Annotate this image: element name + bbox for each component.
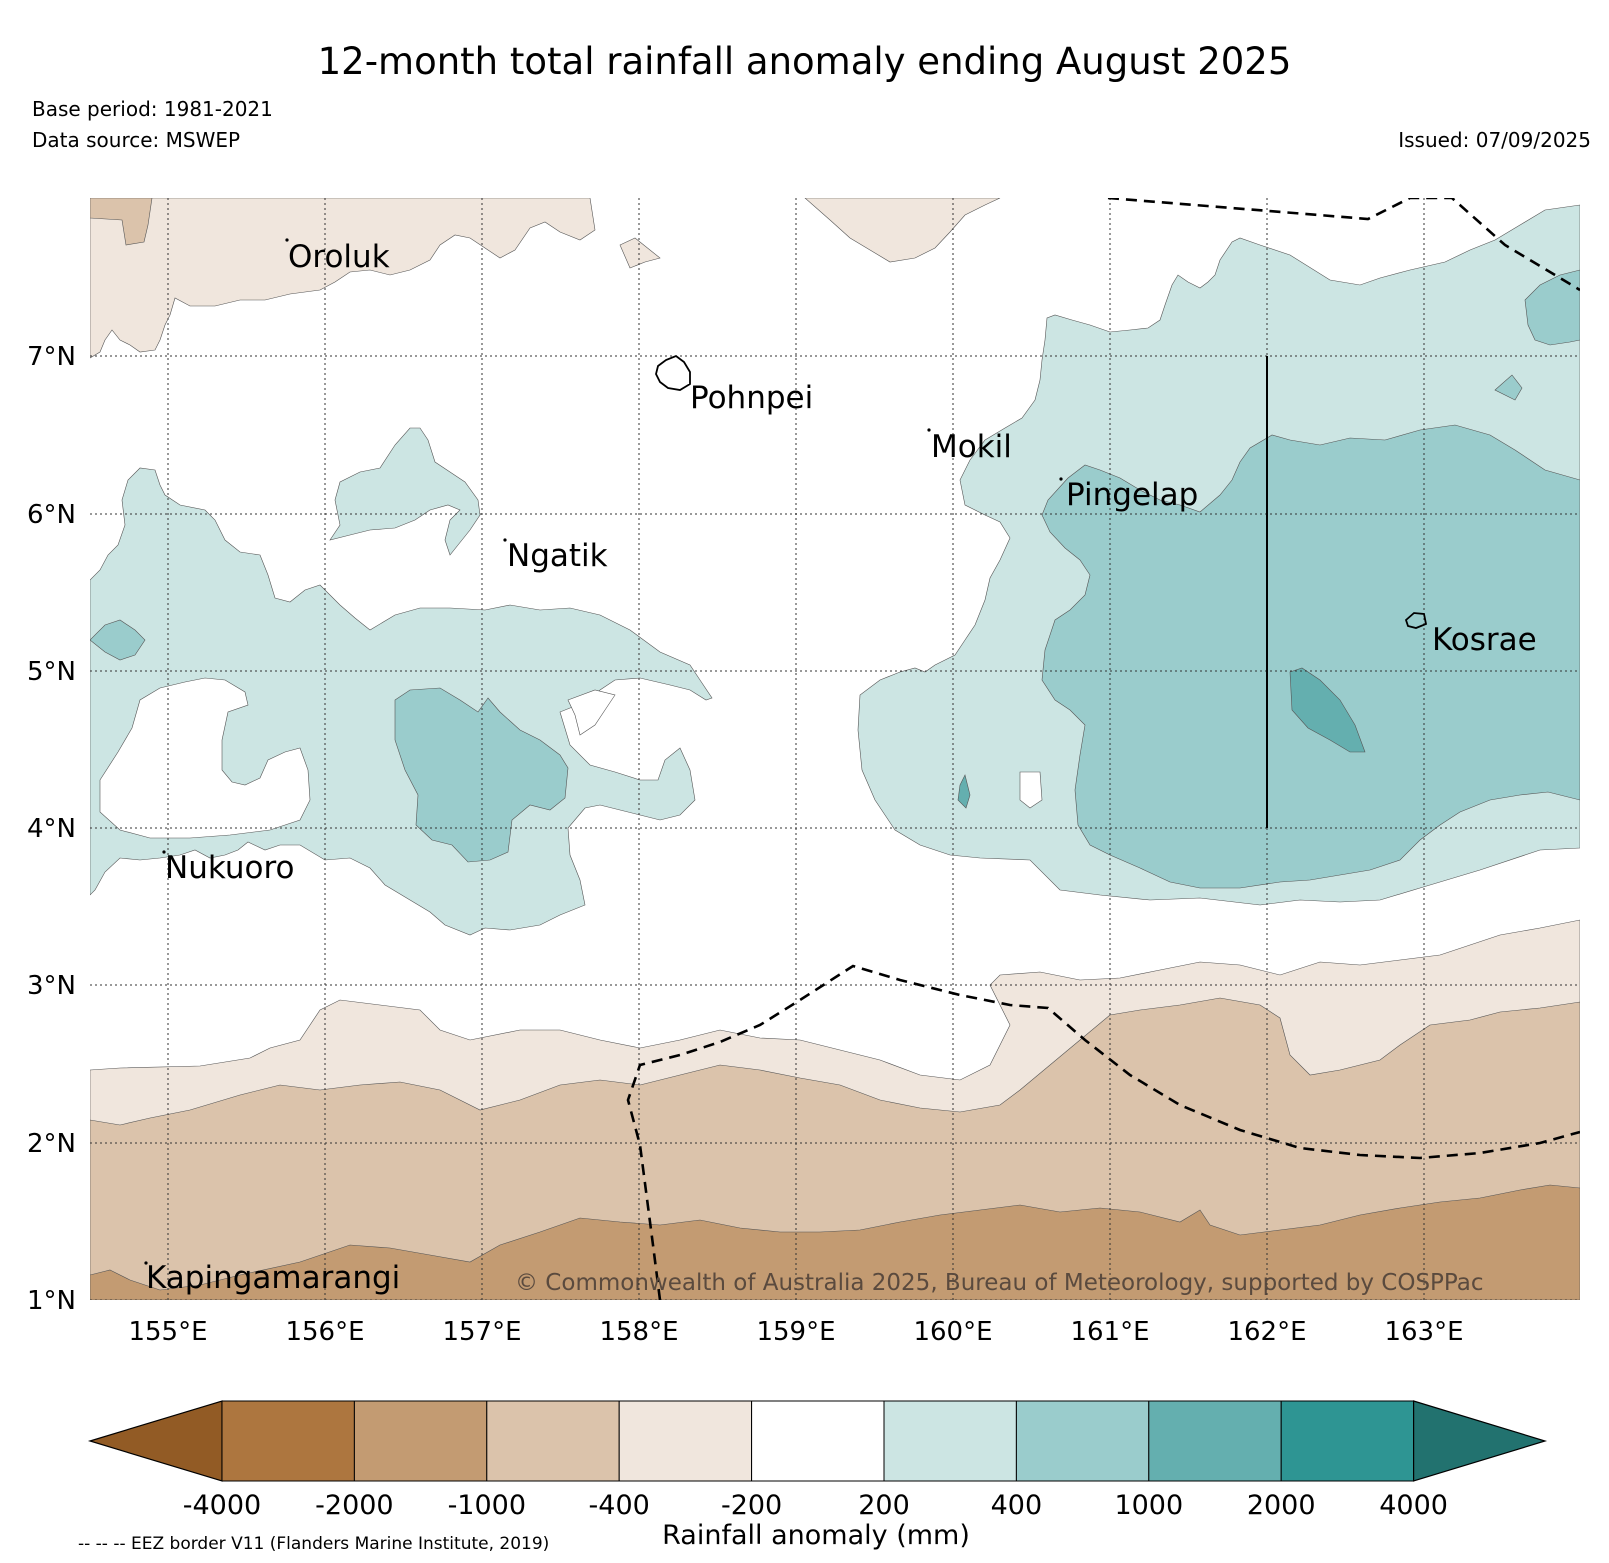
colorbar-extend-high	[1412, 1400, 1548, 1482]
anomaly-region-mid-wet-west	[90, 619, 146, 661]
colorbar-segment	[221, 1400, 355, 1482]
place-label-pingelap: Pingelap	[1066, 477, 1198, 513]
latitude-labels: 7°N 6°N 5°N 4°N 3°N 2°N 1°N	[27, 342, 76, 1316]
issued-date: Issued: 07/09/2025	[1398, 128, 1591, 152]
lat-label-6n: 6°N	[27, 500, 76, 530]
lat-label-2n: 2°N	[27, 1129, 76, 1159]
kosrae-island-shape	[1404, 612, 1428, 629]
eez-border-note: -- -- -- EEZ border V11 (Flanders Marine…	[78, 1534, 549, 1554]
place-label-mokil: Mokil	[931, 429, 1012, 465]
colorbar-segment	[486, 1400, 620, 1482]
anomaly-region-light-dry-patch	[619, 237, 661, 269]
anomaly-region-strong-dry-south	[90, 1184, 1580, 1300]
colorbar-tick-label: 1000	[1114, 1490, 1183, 1521]
place-label-kosrae: Kosrae	[1432, 622, 1537, 658]
anomaly-region-neutral-hole-west	[99, 677, 311, 839]
graticule	[90, 198, 1580, 1300]
lon-label-156e: 156°E	[285, 1317, 364, 1347]
colorbar-segment	[1148, 1400, 1282, 1482]
colorbar-segment	[618, 1400, 753, 1482]
copyright-notice: © Commonwealth of Australia 2025, Bureau…	[515, 1270, 1484, 1296]
anomaly-region-light-dry-north-west	[90, 198, 596, 359]
colorbar-segment	[751, 1400, 885, 1482]
lon-label-155e: 155°E	[128, 1317, 207, 1347]
place-label-nukuoro: Nukuoro	[165, 850, 294, 886]
colorbar-tick-label: -2000	[315, 1490, 393, 1521]
colorbar-segment	[353, 1400, 488, 1482]
kapingamarangi-marker	[144, 1261, 148, 1265]
anomaly-region-strong-wet-east	[1289, 667, 1366, 753]
colorbar-tick-label: 200	[858, 1490, 910, 1521]
colorbar-tick-label: -1000	[448, 1490, 526, 1521]
map-area: Oroluk Pohnpei Mokil Pingelap Ngatik Kos…	[90, 198, 1580, 1300]
colorbar-segment	[883, 1400, 1017, 1482]
colorbar-tick-label: -200	[721, 1490, 782, 1521]
lon-label-159e: 159°E	[756, 1317, 835, 1347]
lon-label-157e: 157°E	[442, 1317, 521, 1347]
colorbar-tick-label: 400	[991, 1490, 1043, 1521]
colorbar-segment	[1015, 1400, 1150, 1482]
eez-borders	[626, 198, 1580, 1300]
lon-label-163e: 163°E	[1384, 1317, 1463, 1347]
lat-label-1n: 1°N	[27, 1286, 76, 1316]
pohnpei-island-shape	[655, 354, 691, 391]
anomaly-region-mid-wet-east	[1041, 424, 1580, 889]
lat-label-4n: 4°N	[27, 814, 76, 844]
anomaly-region-mid-wet-north-east	[1524, 269, 1580, 346]
anomaly-region-neutral-hole-centre	[567, 689, 616, 736]
lon-label-160e: 160°E	[913, 1317, 992, 1347]
anomaly-region-light-wet-north-west	[329, 427, 481, 556]
anomaly-region-mid-wet-patch	[1494, 374, 1523, 401]
ngatik-marker	[503, 538, 507, 542]
data-source: Data source: MSWEP	[32, 128, 241, 152]
colorbar-tick-label: 2000	[1247, 1490, 1316, 1521]
anomaly-region-light-dry-north-mid	[804, 198, 1001, 263]
lon-label-161e: 161°E	[1070, 1317, 1149, 1347]
eez-border-south	[626, 964, 1580, 1300]
lat-label-7n: 7°N	[27, 342, 76, 372]
colorbar-extend-low	[87, 1400, 223, 1482]
colorbar-tick-label: 4000	[1379, 1490, 1448, 1521]
colorbar-title: Rainfall anomaly (mm)	[662, 1520, 970, 1551]
place-label-kapingamarangi: Kapingamarangi	[146, 1260, 400, 1296]
colorbar-tick-label: -4000	[183, 1490, 261, 1521]
lat-label-3n: 3°N	[27, 971, 76, 1001]
base-period: Base period: 1981-2021	[32, 97, 273, 121]
colorbar: -4000 -2000 -1000 -400 -200 200 400 1000…	[87, 1400, 1548, 1551]
place-label-oroluk: Oroluk	[288, 239, 390, 275]
pingelap-marker	[1059, 477, 1063, 481]
colorbar-segment	[1280, 1400, 1415, 1482]
anomaly-region-neutral-hole-east	[1019, 771, 1043, 809]
nukuoro-marker	[162, 850, 166, 854]
anomaly-region-strong-wet-patch	[957, 774, 971, 809]
lon-label-158e: 158°E	[599, 1317, 678, 1347]
chart-title: 12-month total rainfall anomaly ending A…	[317, 40, 1292, 83]
longitude-labels: 155°E 156°E 157°E 158°E 159°E 160°E 161°…	[128, 1317, 1463, 1347]
place-label-ngatik: Ngatik	[507, 538, 608, 574]
colorbar-tick-label: -400	[589, 1490, 650, 1521]
lon-label-162e: 162°E	[1227, 1317, 1306, 1347]
mokil-marker	[927, 428, 931, 432]
oroluk-marker	[285, 238, 289, 242]
anomaly-region-mid-dry-north-west	[90, 198, 153, 246]
eez-border-north	[1107, 198, 1580, 292]
place-label-pohnpei: Pohnpei	[690, 380, 813, 416]
lat-label-5n: 5°N	[27, 657, 76, 687]
